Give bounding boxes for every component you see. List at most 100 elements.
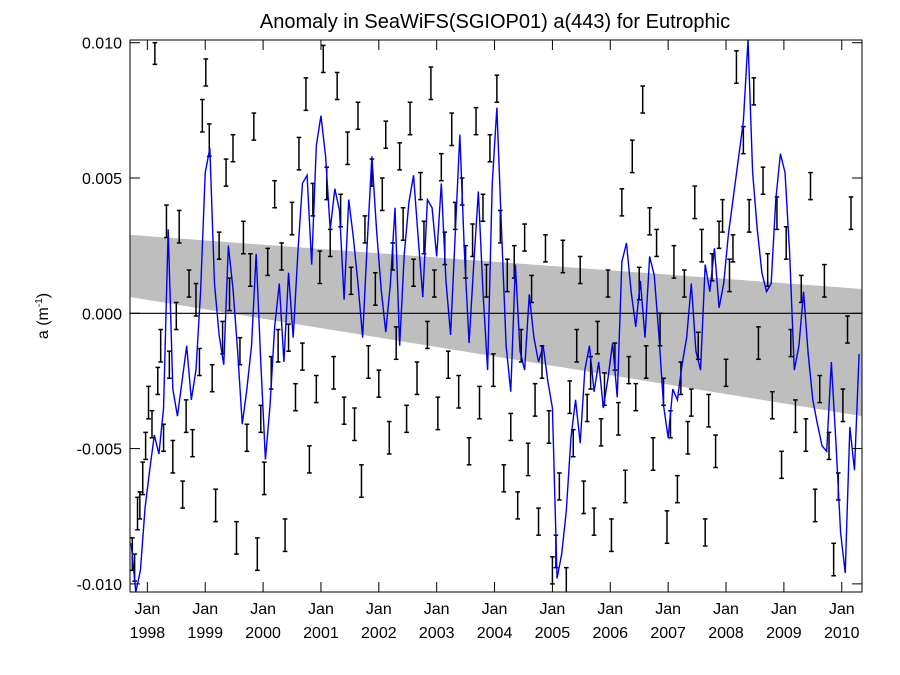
x-tick-year-label: 1998 — [130, 625, 166, 642]
error-bar — [193, 282, 199, 317]
error-bar — [504, 258, 510, 293]
error-bar — [840, 388, 846, 423]
error-bar — [149, 409, 155, 439]
error-bar — [848, 196, 854, 231]
y-tick-label: -0.010 — [77, 577, 122, 594]
error-bar — [167, 350, 172, 379]
error-bar — [654, 228, 659, 258]
error-bar — [251, 112, 257, 141]
error-bar — [640, 85, 646, 114]
error-bar — [373, 271, 378, 306]
error-bar — [152, 41, 158, 66]
error-bar — [261, 461, 267, 496]
error-bar — [341, 396, 347, 425]
error-bar — [491, 353, 496, 388]
error-bar — [699, 228, 705, 263]
error-bar — [720, 198, 725, 233]
error-bar — [158, 328, 163, 363]
error-bar — [779, 450, 784, 480]
x-tick-month-label: Jan — [771, 601, 797, 618]
error-bar — [445, 350, 451, 379]
error-bar — [466, 437, 472, 466]
error-bar — [817, 374, 823, 404]
plot-frame — [129, 39, 863, 593]
error-bar — [626, 355, 632, 385]
x-tick-month-label: Jan — [134, 601, 160, 618]
y-tick-label: 0.000 — [82, 306, 122, 323]
x-tick-month-label: Jan — [655, 601, 681, 618]
error-bar — [609, 518, 614, 553]
x-tick-month-label: Jan — [192, 601, 218, 618]
error-bar — [664, 510, 670, 545]
error-bar — [581, 480, 586, 515]
x-tick-year-label: 2009 — [766, 625, 802, 642]
x-tick-year-label: 1999 — [187, 625, 223, 642]
error-bar — [769, 391, 775, 420]
error-bar — [320, 44, 326, 74]
error-bar — [190, 428, 195, 458]
error-bar — [386, 420, 392, 455]
error-bar — [532, 382, 538, 417]
error-bar — [362, 215, 368, 244]
error-bar — [647, 207, 652, 236]
error-bar — [407, 101, 413, 136]
y-axis-ticks: 0.010 0.005 0.000 -0.005 -0.010 — [77, 36, 862, 594]
error-bar — [563, 566, 569, 592]
error-bar — [203, 58, 209, 87]
error-bar — [223, 158, 229, 187]
error-bar — [494, 74, 500, 103]
error-bar — [279, 242, 284, 271]
error-bar — [741, 125, 746, 155]
error-bar — [137, 491, 143, 520]
error-bar — [812, 488, 818, 523]
error-bar — [135, 496, 140, 531]
error-bar — [348, 266, 354, 296]
error-bar — [432, 269, 437, 298]
x-tick-year-label: 2005 — [535, 625, 571, 642]
error-bar — [265, 247, 271, 277]
x-tick-year-label: 2007 — [650, 625, 686, 642]
error-bar — [671, 244, 677, 279]
y-tick-label: 0.005 — [82, 171, 122, 188]
error-bar — [300, 342, 305, 371]
error-bar — [155, 366, 161, 396]
error-bar-points — [130, 41, 854, 592]
error-bar — [487, 133, 493, 163]
error-bar — [248, 253, 253, 287]
error-bar — [584, 393, 590, 423]
error-bar — [254, 537, 260, 572]
error-bar — [692, 185, 698, 220]
error-bar — [546, 409, 552, 444]
error-bar — [746, 198, 752, 233]
error-bar — [345, 131, 350, 166]
x-tick-year-label: 2003 — [419, 625, 455, 642]
error-bar — [314, 374, 319, 404]
error-bar — [650, 437, 656, 471]
error-bar — [366, 345, 371, 379]
error-bar — [303, 77, 309, 112]
error-bar — [765, 253, 770, 287]
error-bar — [197, 347, 202, 377]
error-bar — [560, 239, 566, 274]
error-bar — [400, 207, 406, 241]
x-tick-month-label: Jan — [540, 601, 566, 618]
error-bar — [751, 77, 757, 106]
error-bar — [501, 464, 507, 493]
error-bar — [379, 177, 385, 212]
error-bar — [591, 507, 597, 536]
error-bar — [293, 382, 298, 412]
x-tick-month-label: Jan — [482, 601, 508, 618]
error-bar — [216, 231, 222, 260]
error-bar — [723, 358, 729, 388]
error-bar — [675, 474, 680, 504]
x-tick-year-label: 2010 — [824, 625, 860, 642]
error-bar — [477, 385, 482, 420]
y-axis-label-sup: -1 — [34, 298, 45, 307]
error-bar — [831, 542, 836, 577]
error-bar — [522, 223, 527, 252]
error-bar — [730, 234, 736, 263]
error-bar — [383, 120, 389, 149]
error-bar — [577, 255, 583, 285]
error-bar — [146, 385, 151, 420]
